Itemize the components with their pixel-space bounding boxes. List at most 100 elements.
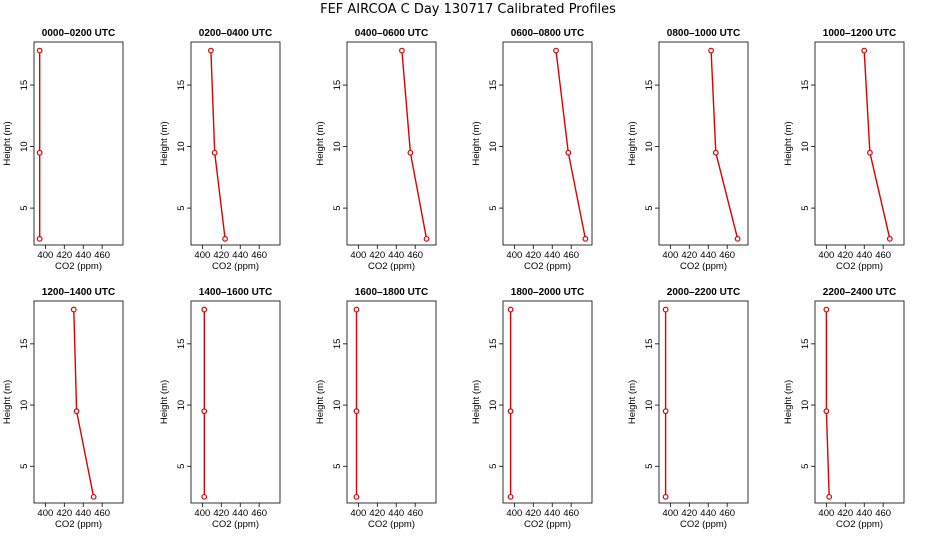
x-tick-label: 400 [506,250,522,261]
data-point [423,235,430,242]
plot-frame [346,41,437,246]
y-tick-label: 15 [332,339,343,350]
x-tick-label: 460 [563,508,579,519]
plot-frame [658,41,749,246]
panel-title: 1200–1400 UTC [42,287,115,298]
panel-6: 1000–1200 UTC 400 420 440 460 5 10 15 CO2 (ppm) H… [783,28,905,272]
x-tick-label: 440 [544,250,560,261]
y-tick-label: 5 [644,464,655,469]
panel-title: 1400–1600 UTC [199,287,272,298]
y-axis-label: Height (m) [315,121,326,165]
y-tick-label: 5 [332,205,343,210]
plot-frame [190,41,281,246]
panel-title: 0800–1000 UTC [667,28,740,39]
y-tick-label: 10 [19,400,30,411]
x-axis-label: CO2 (ppm) [524,519,571,530]
x-tick-label: 420 [369,250,385,261]
data-point [353,493,360,500]
x-tick-label: 440 [544,508,560,519]
panel-title: 1600–1800 UTC [355,287,428,298]
data-point [70,306,77,313]
y-tick-label: 15 [19,80,30,91]
panel-title: 2000–2200 UTC [667,287,740,298]
data-point [708,47,714,54]
plot-frame [658,300,749,504]
profile-line [210,50,226,239]
x-tick-label: 420 [56,250,72,261]
data-point [201,306,208,313]
data-point [36,149,43,156]
y-tick-label: 5 [332,464,343,469]
y-axis-label: Height (m) [159,380,170,424]
x-axis-label: CO2 (ppm) [680,261,727,272]
data-point [662,408,669,415]
x-tick-label: 460 [94,508,110,519]
data-point [201,493,208,500]
panel-title: 2200–2400 UTC [823,287,896,298]
y-tick-label: 5 [19,205,30,210]
x-tick-label: 440 [700,250,716,261]
x-tick-label: 460 [875,508,891,519]
y-axis-label: Height (m) [471,380,482,424]
x-tick-label: 420 [837,250,853,261]
y-tick-label: 10 [800,400,811,411]
x-tick-label: 400 [506,508,522,519]
y-tick-label: 10 [488,400,499,411]
x-tick-label: 460 [407,250,423,261]
x-tick-label: 440 [856,508,872,519]
profile-line [555,50,587,239]
panel-5: 0800–1000 UTC 400 420 440 460 5 10 15 CO2 (ppm) H… [627,28,749,272]
data-point [823,408,830,415]
y-tick-label: 10 [19,141,30,152]
y-axis-label: Height (m) [471,121,482,165]
data-point [399,47,405,54]
y-tick-label: 10 [332,141,343,152]
plot-frame [346,300,437,504]
y-tick-label: 10 [644,400,655,411]
y-tick-label: 15 [488,80,499,91]
y-tick-label: 15 [176,80,187,91]
x-axis-label: CO2 (ppm) [55,261,102,272]
x-tick-label: 420 [681,508,697,519]
y-tick-label: 10 [800,141,811,152]
panel-title: 0000–0200 UTC [42,28,115,39]
y-tick-label: 5 [800,464,811,469]
x-tick-label: 400 [37,508,53,519]
y-tick-label: 10 [644,141,655,152]
data-point [565,149,572,156]
panel-title: 0200–0400 UTC [199,28,272,39]
x-tick-label: 420 [369,508,385,519]
profile-line [863,50,891,239]
data-point [222,235,228,242]
x-tick-label: 420 [56,508,72,519]
y-axis-label: Height (m) [159,121,170,165]
y-axis-label: Height (m) [783,121,794,165]
x-tick-label: 400 [818,250,834,261]
x-tick-label: 440 [856,250,872,261]
x-tick-label: 440 [700,508,716,519]
y-tick-label: 5 [176,464,187,469]
y-tick-label: 5 [19,464,30,469]
x-tick-label: 460 [251,250,267,261]
panel-11: 2000–2200 UTC 400 420 440 460 5 10 15 CO2 (ppm) H… [627,287,749,530]
x-tick-label: 420 [681,250,697,261]
x-tick-label: 420 [213,508,229,519]
plot-frame [33,41,124,246]
x-axis-label: CO2 (ppm) [524,261,571,272]
x-tick-label: 440 [232,508,248,519]
y-tick-label: 5 [488,464,499,469]
x-tick-label: 400 [37,250,53,261]
y-tick-label: 15 [800,339,811,350]
y-tick-label: 10 [176,400,187,411]
y-axis-label: Height (m) [627,121,638,165]
x-tick-label: 400 [350,508,366,519]
data-point [886,235,893,242]
x-axis-label: CO2 (ppm) [212,261,259,272]
profile-line [73,309,95,498]
data-point [867,149,873,156]
x-axis-label: CO2 (ppm) [680,519,727,530]
y-tick-label: 15 [488,339,499,350]
x-tick-label: 440 [388,508,404,519]
x-axis-label: CO2 (ppm) [836,519,883,530]
x-tick-label: 460 [563,250,579,261]
